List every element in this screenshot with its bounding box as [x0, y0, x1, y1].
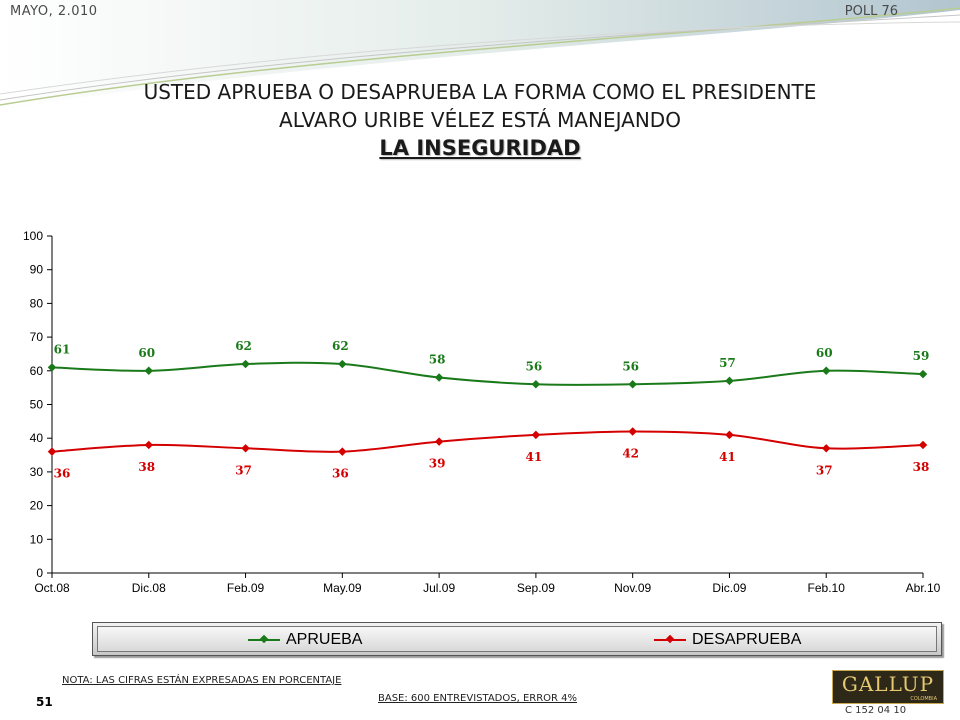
- x-tick-label: Feb.09: [227, 581, 265, 595]
- data-label-aprueba: 62: [332, 339, 349, 353]
- data-point-aprueba: [434, 373, 444, 382]
- data-point-aprueba: [918, 369, 928, 379]
- header-swoosh: [0, 0, 960, 110]
- gallup-logo: GALLUP COLOMBIA: [832, 670, 944, 704]
- legend-label-aprueba: APRUEBA: [286, 631, 363, 648]
- data-label-desaprueba: 41: [719, 450, 736, 464]
- y-tick-label: 20: [30, 499, 44, 513]
- legend-label-desaprueba: DESAPRUEBA: [692, 631, 802, 648]
- x-tick-label: May.09: [323, 581, 362, 595]
- data-point-aprueba: [47, 363, 57, 372]
- x-tick-label: Nov.09: [614, 581, 651, 595]
- y-tick-label: 40: [30, 431, 44, 445]
- data-label-desaprueba: 39: [429, 457, 446, 471]
- series-line-aprueba: [51, 361, 924, 386]
- data-label-desaprueba: 36: [332, 467, 349, 481]
- data-label-desaprueba: 41: [526, 450, 543, 464]
- y-tick-label: 30: [30, 465, 44, 479]
- data-point-desaprueba: [338, 447, 347, 456]
- data-point-aprueba: [531, 380, 541, 389]
- y-tick-label: 10: [30, 532, 44, 546]
- data-point-aprueba: [338, 359, 347, 369]
- x-tick-label: Dic.08: [132, 581, 166, 595]
- line-chart: 0 10 20 30 40 50 60 70 80 90 100 Oct.08 Dic.08 Feb.09…: [23, 229, 941, 595]
- y-tick-label: 100: [23, 229, 43, 243]
- data-point-desaprueba: [241, 444, 250, 453]
- data-label-aprueba: 60: [138, 346, 155, 360]
- x-tick-label: Feb.10: [808, 581, 846, 595]
- data-label-desaprueba: 38: [913, 460, 930, 474]
- data-label-aprueba: 59: [913, 349, 930, 363]
- y-tick-label: 70: [30, 330, 44, 344]
- data-point-desaprueba: [531, 430, 541, 440]
- title-line-2: ALVARO URIBE VÉLEZ ESTÁ MANEJANDO: [279, 108, 681, 132]
- data-point-aprueba: [725, 376, 734, 386]
- footnote: NOTA: LAS CIFRAS ESTÁN EXPRESADAS EN POR…: [62, 675, 342, 686]
- logo-subtext: COLOMBIA: [910, 696, 937, 702]
- data-point-aprueba: [241, 359, 250, 369]
- data-label-aprueba: 56: [526, 359, 543, 373]
- x-tick-label: Jul.09: [423, 581, 455, 595]
- legend-line-icon: [654, 639, 686, 641]
- data-label-desaprueba: 38: [138, 460, 155, 474]
- data-point-desaprueba: [144, 440, 154, 450]
- data-label-aprueba: 58: [429, 353, 446, 367]
- y-tick-label: 80: [30, 296, 44, 310]
- data-label-aprueba: 60: [816, 346, 833, 360]
- data-point-desaprueba: [725, 430, 734, 440]
- x-tick-label: Oct.08: [34, 581, 70, 595]
- header-date: MAYO, 2.010: [10, 4, 98, 19]
- legend-line-icon: [248, 639, 280, 641]
- data-point-desaprueba: [821, 444, 831, 453]
- legend-item-desaprueba: DESAPRUEBA: [654, 631, 801, 649]
- data-label-aprueba: 57: [719, 356, 736, 370]
- data-point-aprueba: [628, 380, 637, 389]
- title-line-1: USTED APRUEBA O DESAPRUEBA LA FORMA COMO…: [143, 80, 817, 104]
- data-label-aprueba: 62: [235, 339, 252, 353]
- x-tick-label: Abr.10: [906, 581, 941, 595]
- page-number: 51: [36, 695, 53, 709]
- chart-legend: APRUEBA DESAPRUEBA: [92, 622, 942, 656]
- data-point-aprueba: [144, 366, 154, 376]
- y-tick-label: 50: [30, 398, 44, 412]
- data-point-aprueba: [821, 366, 831, 376]
- title-line-3: LA INSEGURIDAD: [379, 136, 581, 160]
- x-tick-label: Sep.09: [517, 581, 555, 595]
- legend-item-aprueba: APRUEBA: [248, 631, 362, 649]
- data-point-desaprueba: [47, 447, 57, 456]
- header-poll: POLL 76: [844, 4, 898, 19]
- data-point-desaprueba: [434, 437, 444, 446]
- data-label-desaprueba: 37: [816, 463, 833, 477]
- data-label-desaprueba: 42: [622, 446, 639, 460]
- y-tick-label: 0: [36, 566, 43, 580]
- chart-title: USTED APRUEBA O DESAPRUEBA LA FORMA COMO…: [0, 78, 960, 162]
- data-label-aprueba: 56: [622, 359, 639, 373]
- y-tick-label: 60: [30, 364, 44, 378]
- x-tick-label: Dic.09: [712, 581, 746, 595]
- data-label-desaprueba: 36: [54, 467, 71, 481]
- data-label-aprueba: 61: [54, 342, 71, 356]
- logo-text: GALLUP: [841, 672, 935, 696]
- sample-base: BASE: 600 ENTREVISTADOS, ERROR 4%: [378, 693, 578, 704]
- series-line-desaprueba: [51, 430, 924, 453]
- data-label-desaprueba: 37: [235, 463, 252, 477]
- data-point-desaprueba: [918, 440, 928, 450]
- y-tick-label: 90: [30, 263, 44, 277]
- slide-code: C 152 04 10: [845, 705, 907, 716]
- data-point-desaprueba: [628, 427, 637, 436]
